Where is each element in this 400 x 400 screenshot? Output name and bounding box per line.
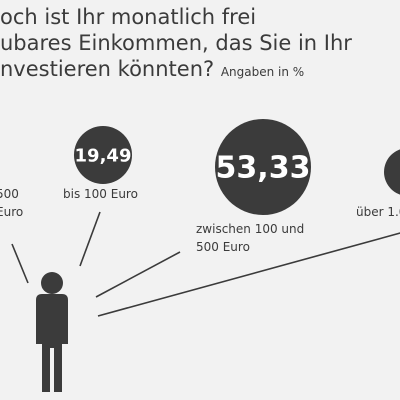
title-line-3: nvestieren könnten? Angaben in %: [0, 56, 400, 82]
category-labels: 500 Euro bis 100 Euro zwischen 100 und 500 …: [0, 187, 400, 254]
connector-line: [97, 232, 400, 317]
title-line-1: och ist Ihr monatlich frei: [0, 5, 257, 29]
connector-line: [11, 243, 29, 284]
bubble-value-label: 53,33: [216, 151, 311, 186]
category-label: Euro: [0, 205, 23, 219]
connector-line: [79, 211, 101, 267]
category-label: 500: [0, 187, 19, 201]
chart-title: och ist Ihr monatlich frei ubares Einkom…: [0, 4, 400, 82]
title-line-2: ubares Einkommen, das Sie in Ihr: [0, 31, 352, 55]
person-head-icon: [41, 272, 63, 294]
value-bubble: [384, 149, 400, 195]
category-label: über 1.0: [356, 205, 400, 219]
person-icon: [36, 272, 68, 392]
person-body-icon: [36, 294, 68, 392]
category-label: 500 Euro: [196, 240, 250, 254]
value-bubble: [73, 125, 133, 185]
unit-note: Angaben in %: [220, 65, 305, 79]
category-label: zwischen 100 und: [196, 222, 304, 236]
connector-line: [95, 251, 181, 298]
category-label: bis 100 Euro: [63, 187, 138, 201]
bubble-value-label: 19,49: [75, 146, 132, 167]
title-line-3-text: nvestieren könnten?: [0, 57, 215, 81]
bubbles: 19,49 53,33: [73, 119, 400, 215]
connector-lines: [11, 211, 400, 317]
value-bubble: [215, 119, 311, 215]
